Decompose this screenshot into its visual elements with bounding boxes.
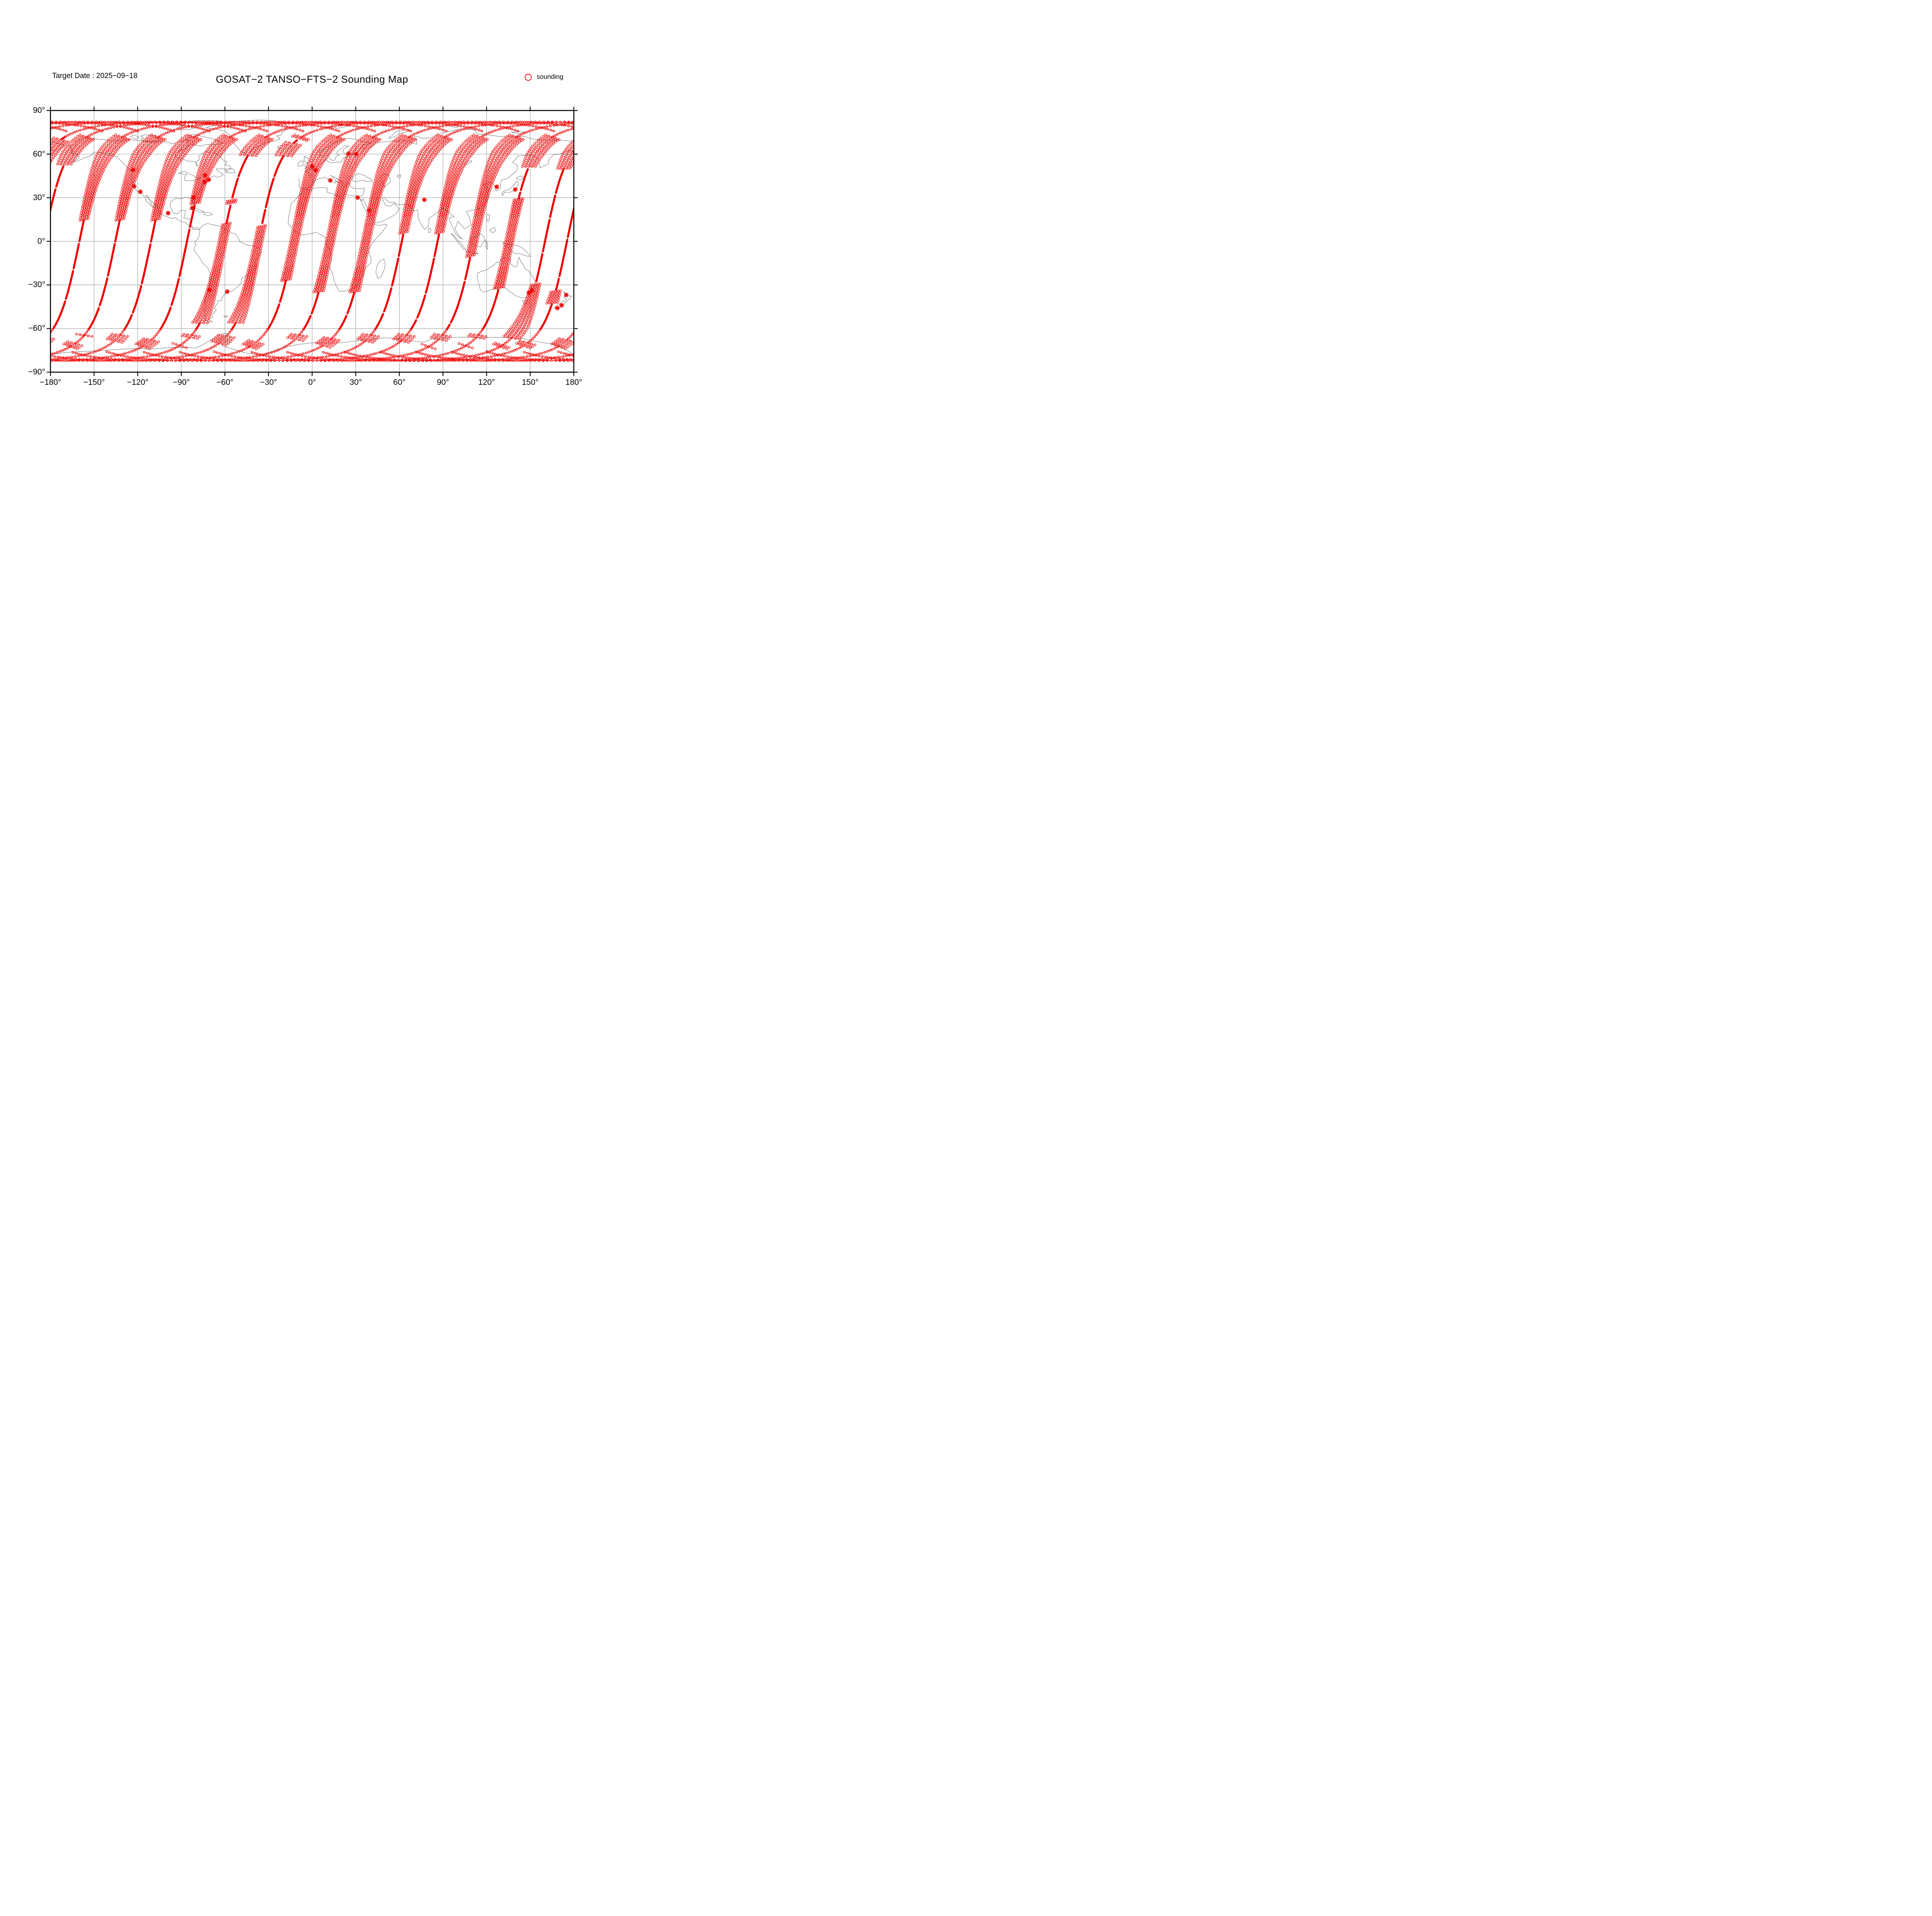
x-axis-tick-label: −150° [83, 378, 105, 387]
x-axis-tick-label: 60° [393, 378, 406, 387]
y-axis-tick-label: −30° [28, 280, 45, 289]
y-axis-tick-label: 90° [33, 106, 45, 115]
x-axis-tick-label: −120° [127, 378, 149, 387]
x-axis-tick-label: 30° [349, 378, 362, 387]
legend-label: sounding [537, 73, 564, 80]
x-axis-tick-label: 0° [308, 378, 316, 387]
x-axis-tick-label: 180° [565, 378, 582, 387]
legend: sounding [522, 71, 563, 83]
y-axis-tick-label: 0° [37, 236, 45, 246]
figure-page: Target Date : 2025−09−18 GOSAT−2 TANSO−F… [0, 0, 597, 422]
x-axis-tick-label: 90° [437, 378, 449, 387]
x-axis-tick-label: −60° [216, 378, 234, 387]
y-axis-tick-label: −90° [28, 367, 45, 377]
x-axis-tick-label: −180° [39, 378, 61, 387]
sounding-legend-icon [524, 73, 532, 81]
y-axis-tick-label: 60° [33, 149, 45, 158]
x-axis-tick-label: −90° [173, 378, 190, 387]
y-axis-tick-label: 30° [33, 193, 45, 202]
figure-title: GOSAT−2 TANSO−FTS−2 Sounding Map [216, 73, 408, 85]
target-date-label: Target Date : 2025−09−18 [52, 72, 138, 80]
x-axis-tick-label: −30° [260, 378, 277, 387]
y-axis-tick-label: −60° [28, 324, 45, 333]
sounding-map-canvas [0, 0, 597, 422]
x-axis-tick-label: 150° [522, 378, 539, 387]
x-axis-tick-label: 120° [478, 378, 495, 387]
